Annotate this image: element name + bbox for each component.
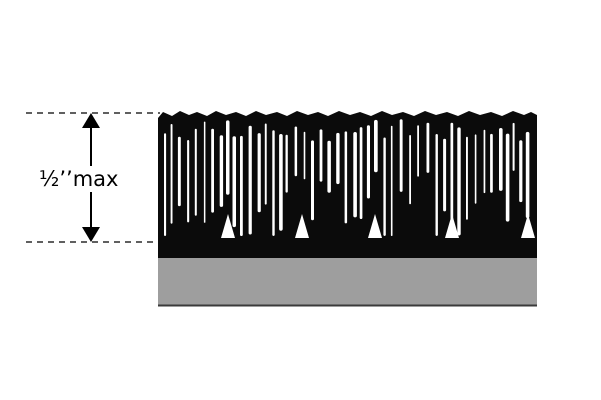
- pile-fiber-gap: [474, 134, 477, 204]
- pile-fiber-gap: [327, 140, 331, 193]
- pile-fiber-gap: [450, 122, 454, 228]
- pile-fiber-gap: [443, 138, 447, 212]
- pile-fiber-gap: [417, 125, 419, 177]
- pile-fiber-gap: [279, 134, 283, 231]
- pile-fiber-gap: [226, 120, 230, 195]
- pile-fiber-gap: [311, 140, 314, 221]
- pile-base-gap: [521, 214, 535, 238]
- pile-fiber-gap: [194, 128, 197, 216]
- max-height-label: ½’’max: [38, 166, 120, 192]
- pile-fiber-gap: [359, 127, 363, 219]
- pile-fiber-gap: [512, 122, 515, 171]
- pile-fiber-gap: [170, 124, 173, 224]
- pile-fiber-gap: [319, 129, 323, 182]
- pile-fiber-gap: [490, 133, 493, 193]
- pile-fiber-gaps: [164, 119, 535, 238]
- pile-fiber-gap: [374, 119, 378, 173]
- pile-fiber-gap: [466, 136, 468, 220]
- pile-base-gap: [368, 214, 382, 238]
- pile-fiber-gap: [353, 132, 357, 218]
- pile-fiber-gap: [285, 134, 288, 193]
- pile-fiber-gap: [435, 134, 438, 236]
- pile-fiber-gap: [483, 129, 486, 194]
- pile-fiber-gap: [499, 128, 503, 191]
- pile-fiber-gap: [177, 136, 181, 207]
- pile-fiber-gap: [505, 133, 510, 222]
- pile-fiber-gap: [248, 125, 252, 235]
- pile-base-gap: [221, 214, 235, 238]
- arrow-head-top: [82, 113, 100, 128]
- pile-fiber-gap: [264, 123, 267, 205]
- pile-fiber-gap: [366, 125, 370, 199]
- pile-fiber-gap: [383, 137, 386, 236]
- pile-fiber-gap: [457, 127, 461, 236]
- pile-fiber-gap: [272, 130, 275, 236]
- pile-base-gap: [445, 214, 459, 238]
- arrow-head-bottom: [82, 227, 100, 242]
- pile-fiber-gap: [240, 135, 243, 236]
- carpet-backing: [158, 257, 537, 305]
- pile-fiber-gap: [257, 133, 261, 213]
- pile-fiber-gap: [211, 128, 214, 213]
- pile-fiber-gap: [303, 131, 306, 180]
- pile-fiber-gap: [232, 136, 236, 228]
- pile-base-gap: [295, 214, 309, 238]
- pile-fiber-gap: [294, 126, 298, 177]
- pile-fiber-gap: [219, 135, 224, 207]
- pile-fiber-gap: [187, 140, 190, 223]
- pile-fiber-gap: [164, 133, 167, 236]
- pile-fiber-gap: [525, 131, 530, 218]
- pile-fiber-gap: [426, 122, 430, 173]
- pile-fiber-gap: [390, 125, 393, 236]
- pile-fiber-gap: [519, 140, 523, 203]
- carpet-pile: [158, 111, 537, 258]
- pile-fiber-gap: [409, 135, 411, 205]
- pile-fiber-gap: [344, 131, 348, 224]
- pile-fiber-gap: [203, 121, 206, 223]
- pile-fiber-gap: [336, 132, 340, 185]
- pile-fiber-gap: [399, 119, 403, 192]
